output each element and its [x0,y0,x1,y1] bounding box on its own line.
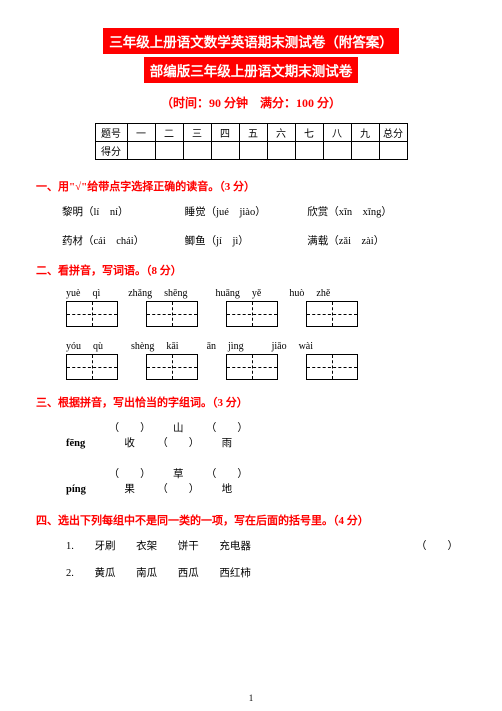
section-1-heading: 一、用"√"给带点字选择正确的读音。（3 分） [36,178,458,194]
main-title-1: 三年级上册语文数学英语期末测试卷（附答案） [103,28,399,54]
section-3-heading: 三、根据拼音，写出恰当的字组词。（3 分） [36,394,458,410]
main-title-2: 部编版三年级上册语文期末测试卷 [144,57,359,83]
s1-row-2: 药材（cái chái） 鲫鱼（jí jì） 满载（zǎi zài） [62,233,458,248]
s3-row-2: píng （ ）果 草（ ） （ ）地 [66,466,458,496]
table-score-label: 得分 [95,142,127,160]
score-table: 题号 一 二 三 四 五 六 七 八 九 总分 得分 [95,123,408,160]
table-header-label: 题号 [95,124,127,142]
page-number: 1 [0,693,502,703]
table-col: 八 [323,124,351,142]
table-col: 总分 [379,124,407,142]
table-col: 二 [155,124,183,142]
table-col: 七 [295,124,323,142]
pinyin-row-1: yuèqì zhǎngshēng huāngyě huòzhě [66,288,458,299]
table-col: 六 [267,124,295,142]
s3-row-1: fēng （ ）收 山（ ） （ ）雨 [66,420,458,450]
pinyin-row-2: yóuqù shèngkāi ānjìng jiāowài [66,341,458,352]
table-col: 五 [239,124,267,142]
table-col: 三 [183,124,211,142]
s4-row-1: 1. 牙刷 衣架 饼干 充电器 （ ） [66,538,458,553]
s4-row-2: 2. 黄瓜 南瓜 西瓜 西红柿 [66,565,458,580]
table-col: 九 [351,124,379,142]
table-col: 四 [211,124,239,142]
box-row-2 [66,354,458,380]
subtitle: （时间：90 分钟 满分：100 分） [44,94,458,111]
box-row-1 [66,301,458,327]
s1-row-1: 黎明（lí ní） 睡觉（jué jiào） 欣赏（xīn xīng） [62,204,458,219]
section-4-heading: 四、选出下列每组中不是同一类的一项，写在后面的括号里。（4 分） [36,512,458,528]
section-2-heading: 二、看拼音，写词语。（8 分） [36,262,458,278]
table-col: 一 [127,124,155,142]
